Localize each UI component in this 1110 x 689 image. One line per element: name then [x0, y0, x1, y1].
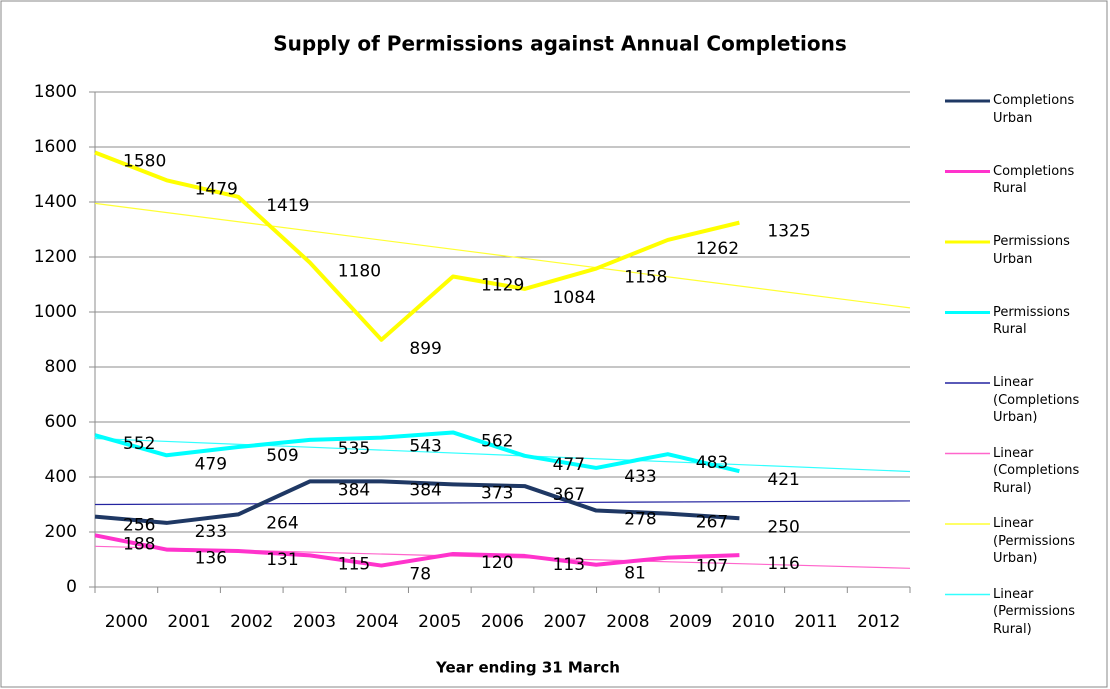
data-label: 899 [409, 339, 441, 359]
trendline [94, 437, 911, 473]
y-tick-label: 1800 [34, 82, 77, 102]
data-label: 113 [553, 555, 585, 575]
series-line [94, 430, 740, 474]
data-label: 509 [266, 446, 298, 466]
trendline [94, 202, 911, 309]
y-tick-label: 200 [45, 522, 77, 542]
data-label: 256 [123, 516, 155, 536]
data-label: 78 [409, 565, 431, 585]
x-tick-label: 2010 [732, 612, 775, 632]
data-label: 233 [195, 522, 227, 542]
legend-label: Completions Urban [993, 93, 1075, 126]
data-label: 107 [696, 557, 728, 577]
x-tick-label: 2009 [669, 612, 712, 632]
x-tick-label: 2011 [794, 612, 837, 632]
data-label: 136 [195, 549, 227, 569]
legend-label: Permissions Urban [993, 234, 1070, 267]
trendline [94, 500, 911, 506]
legend-label: Linear (Permissions Urban) [993, 516, 1075, 566]
data-label: 188 [123, 534, 155, 554]
x-axis-label: Year ending 31 March [435, 659, 620, 677]
data-label: 433 [624, 467, 656, 487]
data-label: 1158 [624, 268, 667, 288]
data-label: 367 [553, 485, 585, 505]
series-line [94, 479, 740, 525]
x-tick-label: 2006 [481, 612, 524, 632]
data-label: 535 [338, 439, 370, 459]
x-tick-label: 2000 [105, 612, 148, 632]
x-tick-label: 2007 [544, 612, 587, 632]
x-tick-label: 2001 [167, 612, 210, 632]
data-label: 264 [266, 513, 298, 533]
data-label: 483 [696, 453, 728, 473]
data-label: 562 [481, 431, 513, 451]
data-label: 278 [624, 510, 656, 530]
data-label: 267 [696, 513, 728, 533]
data-label: 1262 [696, 239, 739, 259]
x-tick-label: 2008 [606, 612, 649, 632]
data-label: 250 [767, 517, 799, 537]
data-label: 373 [481, 483, 513, 503]
y-tick-label: 1600 [34, 137, 77, 157]
data-label: 1479 [195, 179, 238, 199]
data-label: 81 [624, 564, 646, 584]
y-tick-label: 1400 [34, 192, 77, 212]
legend-label: Linear (Permissions Rural) [993, 586, 1075, 637]
y-tick-label: 400 [45, 467, 77, 487]
x-tick-label: 2002 [230, 612, 273, 632]
x-tick-label: 2003 [293, 612, 336, 632]
legend-label: Linear (Completions Urban) [993, 375, 1080, 425]
y-tick-label: 800 [45, 357, 77, 377]
data-label: 1580 [123, 152, 166, 172]
y-tick-label: 1000 [34, 302, 77, 322]
data-label: 479 [195, 454, 227, 474]
data-label: 384 [338, 480, 370, 500]
data-label: 477 [553, 455, 585, 475]
data-label: 421 [767, 470, 799, 490]
y-tick-label: 0 [66, 577, 77, 597]
series-line [94, 533, 740, 568]
x-tick-label: 2005 [418, 612, 461, 632]
data-label: 552 [123, 434, 155, 454]
data-label: 1084 [553, 288, 596, 308]
data-label: 1325 [767, 222, 810, 242]
legend-label: Linear (Completions Rural) [993, 445, 1080, 496]
legend-label: Completions Rural [993, 163, 1075, 197]
y-tick-label: 600 [45, 412, 77, 432]
chart-title: Supply of Permissions against Annual Com… [273, 32, 846, 56]
data-label: 384 [409, 480, 441, 500]
data-label: 120 [481, 553, 513, 573]
data-label: 543 [409, 437, 441, 457]
y-tick-label: 1200 [34, 247, 77, 267]
data-label: 131 [266, 550, 298, 570]
data-label: 115 [338, 554, 370, 574]
legend-label: Permissions Rural [993, 304, 1070, 338]
x-tick-label: 2004 [355, 612, 398, 632]
data-label: 116 [767, 554, 799, 574]
data-label: 1180 [338, 262, 381, 282]
series-line [94, 150, 740, 342]
data-label: 1129 [481, 276, 524, 296]
x-tick-label: 2012 [857, 612, 900, 632]
data-label: 1419 [266, 196, 309, 216]
